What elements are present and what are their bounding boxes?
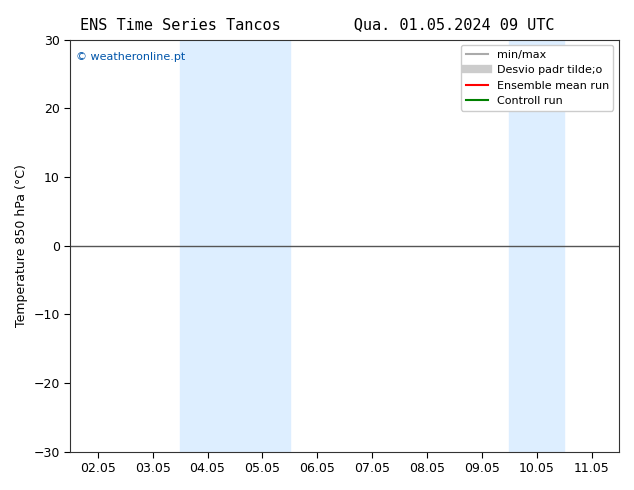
Bar [180,40,235,452]
Legend: min/max, Desvio padr tilde;o, Ensemble mean run, Controll run: min/max, Desvio padr tilde;o, Ensemble m… [461,45,614,111]
Text: © weatheronline.pt: © weatheronline.pt [76,52,185,62]
Bar [509,40,564,452]
Text: ENS Time Series Tancos        Qua. 01.05.2024 09 UTC: ENS Time Series Tancos Qua. 01.05.2024 0… [80,17,554,32]
Bar [235,40,290,452]
Y-axis label: Temperature 850 hPa (°C): Temperature 850 hPa (°C) [15,164,28,327]
